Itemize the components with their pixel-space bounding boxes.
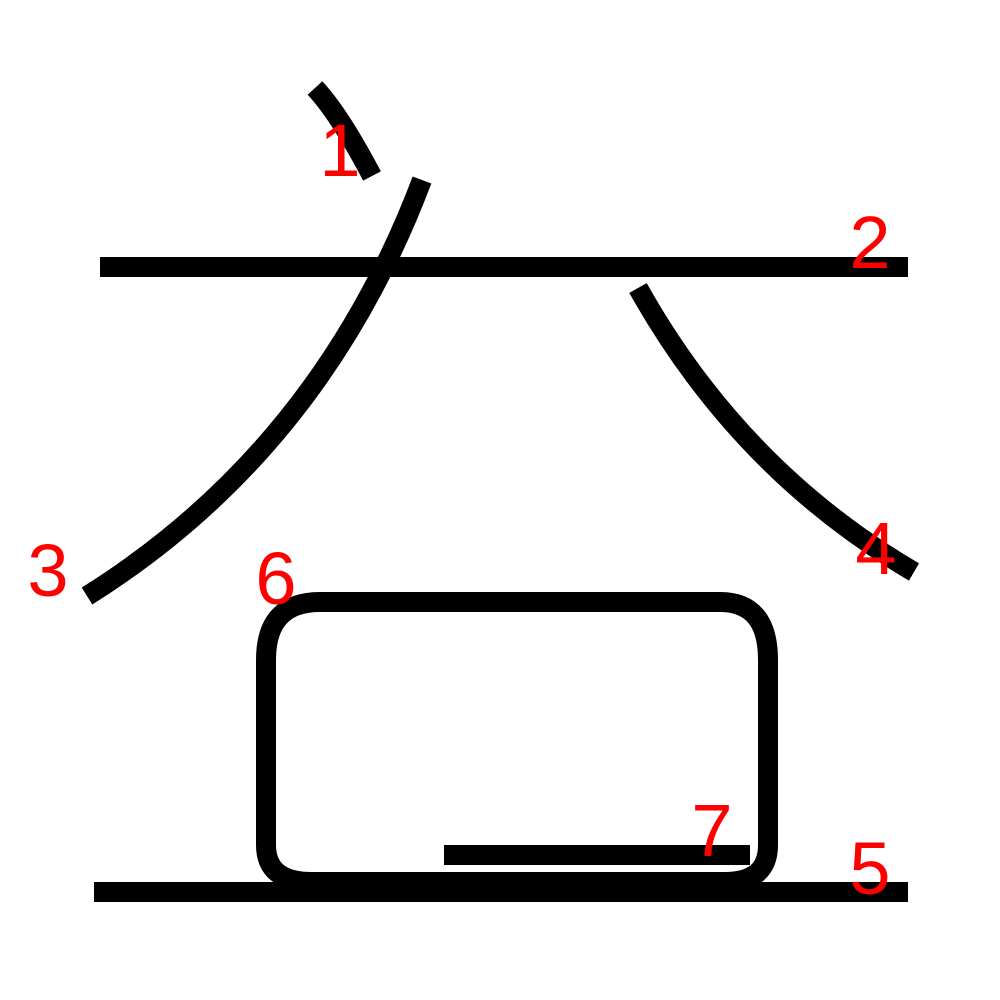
stroke-label-7: 7 xyxy=(691,789,732,872)
character-strokes xyxy=(81,81,920,902)
stroke-label-1: 1 xyxy=(319,109,360,192)
stroke-order-labels: 1 2 3 4 5 6 7 xyxy=(27,109,896,910)
stroke-label-2: 2 xyxy=(849,201,890,284)
stroke-6 xyxy=(256,592,778,892)
stroke-1 xyxy=(307,81,381,181)
stroke-label-5: 5 xyxy=(849,827,890,910)
stroke-4 xyxy=(629,283,920,581)
stroke-label-3: 3 xyxy=(27,529,68,612)
stroke-label-6: 6 xyxy=(255,537,296,620)
stroke-3 xyxy=(81,176,432,605)
stroke-label-4: 4 xyxy=(855,507,896,590)
